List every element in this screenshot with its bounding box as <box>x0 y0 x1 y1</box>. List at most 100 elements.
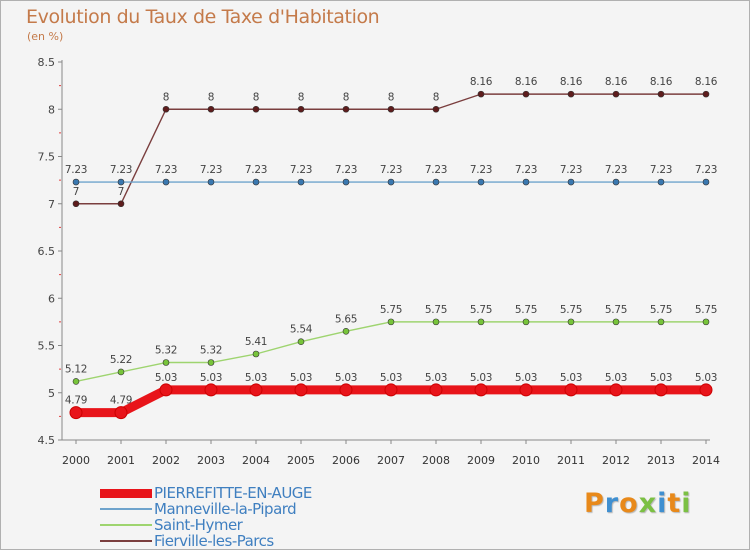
y-tick-label: 8.5 <box>38 56 56 69</box>
data-point <box>342 328 350 335</box>
data-label: 5.12 <box>65 363 87 375</box>
y-tick-label: 6.5 <box>38 245 56 258</box>
data-point <box>72 178 80 186</box>
data-label: 7 <box>73 186 79 198</box>
data-point <box>702 90 710 98</box>
logo-letter: i <box>657 488 668 519</box>
data-point <box>429 383 443 397</box>
data-label: 8.16 <box>515 76 538 88</box>
legend-swatch-manneville <box>100 508 152 510</box>
data-label: 7.23 <box>470 164 492 176</box>
data-label: 5.03 <box>290 372 312 384</box>
data-point <box>474 383 488 397</box>
data-label: 5.75 <box>425 304 447 316</box>
data-point <box>657 318 665 326</box>
data-label: 7.23 <box>425 164 447 176</box>
data-point <box>699 383 713 397</box>
data-point <box>567 90 575 98</box>
data-point <box>522 178 530 186</box>
data-label: 5.03 <box>335 372 357 384</box>
data-label: 8 <box>208 91 214 103</box>
data-point <box>387 105 395 113</box>
data-label: 5.03 <box>245 372 267 384</box>
data-point <box>657 178 665 186</box>
data-label: 5.75 <box>560 304 582 316</box>
data-point <box>162 359 170 366</box>
data-point <box>69 406 83 420</box>
data-label: 8 <box>433 91 439 103</box>
logo-letter: o <box>619 488 639 519</box>
legend-item-saint-hymer: Saint-Hymer <box>100 516 430 534</box>
data-point <box>252 178 260 186</box>
data-label: 8.16 <box>695 76 718 88</box>
data-point <box>114 406 128 420</box>
data-point <box>72 378 80 385</box>
data-label: 8.16 <box>470 76 493 88</box>
legend-swatch-fierville <box>100 540 152 542</box>
data-point <box>297 105 305 113</box>
data-point <box>72 200 80 208</box>
data-label: 8 <box>163 91 169 103</box>
data-point <box>162 178 170 186</box>
data-label: 5.65 <box>335 313 357 325</box>
data-point <box>297 178 305 186</box>
data-point <box>522 318 530 326</box>
legend-item-pierrefitte: PIERREFITTE-EN-AUGE <box>100 484 430 502</box>
x-tick-label: 2013 <box>647 454 675 467</box>
data-point <box>612 90 620 98</box>
y-tick-label: 5 <box>48 387 55 400</box>
data-point <box>432 178 440 186</box>
data-point <box>204 383 218 397</box>
legend-label-saint-hymer: Saint-Hymer <box>154 516 243 534</box>
data-point <box>564 383 578 397</box>
x-tick-label: 2001 <box>107 454 135 467</box>
y-tick-label: 8 <box>48 103 55 116</box>
data-point <box>162 105 170 113</box>
data-label: 7.23 <box>110 164 132 176</box>
data-label: 7.23 <box>155 164 177 176</box>
data-label: 5.32 <box>155 345 177 357</box>
legend-label-manneville: Manneville-la-Pipard <box>154 500 297 518</box>
x-tick-label: 2011 <box>557 454 585 467</box>
data-label: 5.75 <box>695 304 717 316</box>
legend-item-manneville: Manneville-la-Pipard <box>100 500 430 518</box>
data-point <box>117 200 125 208</box>
data-point <box>207 178 215 186</box>
y-tick-label: 4.5 <box>38 434 56 447</box>
data-label: 7.23 <box>65 164 87 176</box>
data-point <box>432 318 440 326</box>
data-label: 7.23 <box>695 164 717 176</box>
logo-letter: r <box>604 488 620 519</box>
data-label: 8.16 <box>605 76 628 88</box>
data-label: 4.79 <box>110 395 132 407</box>
data-point <box>522 90 530 98</box>
data-label: 5.03 <box>695 372 717 384</box>
data-label: 4.79 <box>65 395 87 407</box>
legend-swatch-pierrefitte <box>100 489 152 498</box>
data-label: 7.23 <box>560 164 582 176</box>
data-point <box>519 383 533 397</box>
data-point <box>609 383 623 397</box>
data-point <box>159 383 173 397</box>
data-label: 7.23 <box>515 164 537 176</box>
data-label: 5.22 <box>110 354 132 366</box>
data-label: 7 <box>118 186 124 198</box>
data-label: 7.23 <box>605 164 627 176</box>
data-point <box>294 383 308 397</box>
data-label: 5.03 <box>200 372 222 384</box>
data-point <box>477 90 485 98</box>
chart-title: Evolution du Taux de Taxe d'Habitation <box>26 6 380 28</box>
data-label: 5.03 <box>605 372 627 384</box>
data-point <box>432 105 440 113</box>
legend-label-fierville: Fierville-les-Parcs <box>154 532 274 550</box>
x-tick-label: 2002 <box>152 454 180 467</box>
y-tick-label: 7 <box>48 198 55 211</box>
data-label: 7.23 <box>335 164 357 176</box>
data-point <box>207 105 215 113</box>
data-point <box>252 105 260 113</box>
x-tick-label: 2009 <box>467 454 495 467</box>
data-label: 5.75 <box>650 304 672 316</box>
data-label: 5.03 <box>470 372 492 384</box>
data-point <box>612 178 620 186</box>
data-point <box>567 178 575 186</box>
